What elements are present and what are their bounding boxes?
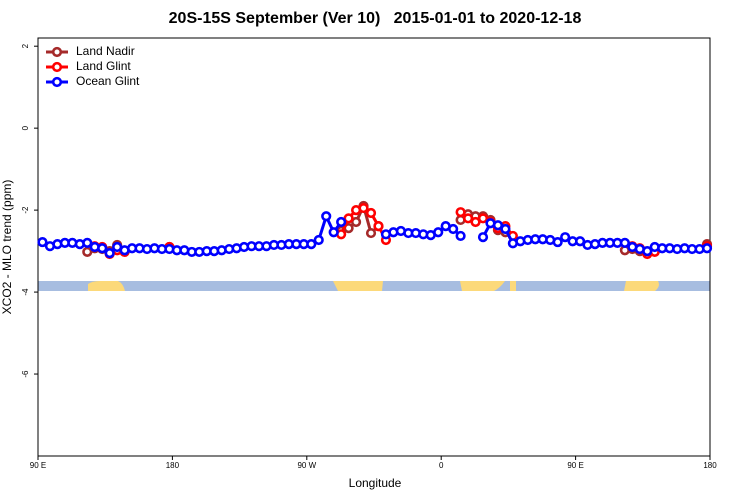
data-point (552, 236, 563, 248)
legend-marker (51, 76, 63, 88)
data-point (455, 230, 466, 242)
data-point (350, 216, 362, 228)
data-point (37, 236, 48, 248)
x-axis-title: Longitude (349, 476, 402, 490)
data-point (470, 216, 481, 228)
x-tick-label: 90 W (297, 461, 316, 470)
data-point (477, 232, 489, 243)
data-point (500, 223, 511, 235)
data-point (455, 207, 466, 218)
legend-label: Land Nadir (76, 44, 135, 58)
data-point (619, 237, 630, 249)
land-patch (624, 281, 659, 291)
legend-marker (51, 61, 63, 73)
data-point (365, 207, 377, 219)
data-point (328, 227, 339, 238)
land-patch (333, 281, 383, 291)
land-patch (510, 281, 516, 291)
data-point (313, 234, 324, 246)
y-axis-title: XCO2 - MLO trend (ppm) (0, 180, 14, 315)
x-tick-label: 180 (703, 461, 717, 470)
chart-title: 20S-15S September (Ver 10) 2015-01-01 to… (169, 10, 582, 27)
data-point (701, 243, 713, 254)
data-point (433, 227, 444, 238)
land-ocean-strip (38, 281, 710, 291)
data-point (336, 216, 347, 228)
x-tick-label: 90 E (30, 461, 46, 470)
data-point (97, 243, 108, 254)
legend-label: Land Glint (76, 59, 131, 73)
data-point (462, 213, 474, 224)
data-point (82, 237, 93, 249)
data-point (343, 213, 354, 224)
x-tick-label: 90 E (567, 461, 583, 470)
data-point (82, 246, 93, 258)
legend-label: Ocean Glint (76, 74, 140, 88)
data-point (560, 232, 571, 243)
data-point (365, 227, 377, 239)
data-point (448, 223, 459, 235)
data-point (373, 221, 384, 232)
data-point (477, 213, 489, 224)
y-tick-label: 0 (21, 125, 30, 130)
data-point (574, 236, 586, 247)
y-tick-label: -6 (21, 370, 30, 378)
data-point (306, 239, 317, 250)
data-point (358, 202, 369, 214)
legend-marker (51, 46, 63, 58)
data-point (492, 220, 504, 231)
data-point (321, 211, 332, 222)
data-point (104, 248, 115, 259)
y-tick-label: -2 (21, 206, 30, 214)
y-tick-label: 2 (21, 43, 30, 48)
land-patch (88, 281, 125, 291)
x-tick-label: 180 (166, 461, 180, 470)
y-tick-label: -4 (21, 288, 30, 296)
data-point (642, 245, 653, 257)
land-patch (460, 281, 505, 291)
x-tick-label: 0 (439, 461, 444, 470)
